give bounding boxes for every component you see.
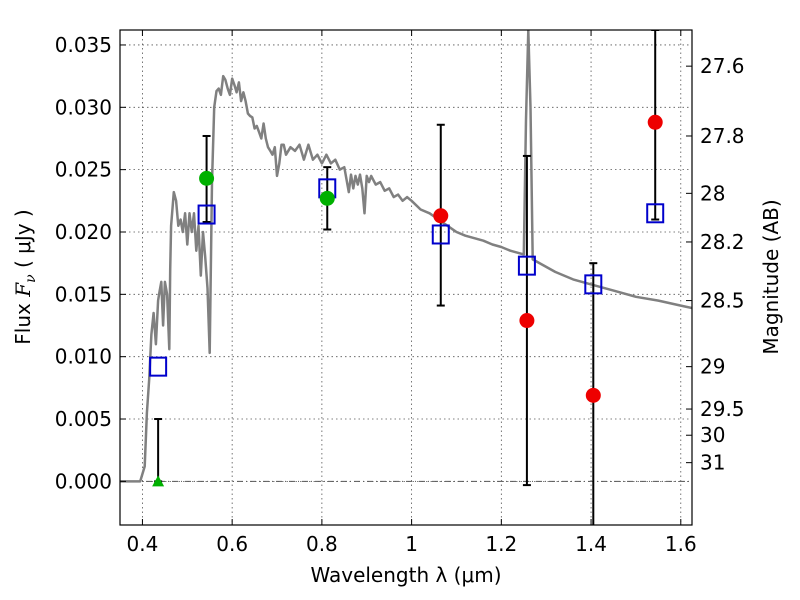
detection-point (199, 170, 215, 186)
y2-tick-label: 29.5 (700, 397, 745, 421)
y-axis-title-symbol: F (11, 282, 35, 298)
model-photometry-point (197, 204, 216, 225)
y-axis: 0.000 0.005 0.010 0.015 0.020 0.025 0.030 0.035 (55, 33, 126, 493)
y-tick-label: 0.025 (55, 158, 112, 182)
x-tick-label: 0.6 (216, 532, 248, 556)
y-axis-title-subscript: ν (23, 274, 39, 283)
measurement-point (585, 387, 601, 403)
model-photometry-point (431, 224, 450, 245)
model-photometry-point (517, 255, 536, 276)
y2-tick-label: 29 (700, 355, 725, 379)
y2-tick-label: 27.6 (700, 54, 745, 78)
y-tick-label: 0.005 (55, 407, 112, 431)
detection-point (319, 190, 335, 206)
upper-limit-point (152, 475, 165, 487)
x-tick-label: 1 (405, 532, 418, 556)
measurement-point (647, 114, 663, 130)
y-tick-label: 0.010 (55, 345, 112, 369)
y-axis-title-pre: Flux (11, 297, 35, 345)
y-tick-label: 0.030 (55, 95, 112, 119)
y2-tick-label: 28 (700, 181, 725, 205)
y2-tick-label: 28.2 (700, 230, 745, 254)
x-tick-label: 1.4 (575, 532, 607, 556)
measurement-point (433, 208, 449, 224)
y-axis-title: Flux Fν ( μJy ) (11, 209, 39, 344)
y-axis-title-post: ( μJy ) (11, 209, 35, 274)
x-tick-label: 1.6 (665, 532, 697, 556)
x-axis: 0.4 0.6 0.8 1 1.2 1.4 1.6 (127, 30, 697, 556)
x-tick-label: 0.4 (127, 532, 159, 556)
model-photometry-point (584, 274, 603, 295)
y-tick-label: 0.000 (55, 469, 112, 493)
x-tick-label: 0.8 (306, 532, 338, 556)
plot-frame (119, 29, 693, 526)
x-tick-label: 1.2 (485, 532, 517, 556)
plot-background (120, 30, 692, 525)
x-axis-title: Wavelength λ (μm) (310, 563, 501, 587)
y2-axis: 27.6 27.8 28 28.2 28.5 29 29.530 31 (686, 54, 745, 475)
y2-tick-label: 30 (700, 423, 725, 447)
y-tick-label: 0.035 (55, 33, 112, 57)
model-photometry-point (149, 356, 168, 377)
y2-tick-label: 28.5 (700, 289, 745, 313)
y2-tick-label: 27.8 (700, 124, 745, 148)
model-sed-line (120, 30, 692, 483)
model-sed (120, 30, 692, 483)
measurement-point (519, 313, 535, 329)
y-tick-label: 0.020 (55, 220, 112, 244)
model-photometry-point (646, 203, 665, 224)
markers (149, 114, 665, 487)
y2-tick-label: 31 (700, 451, 725, 475)
y-tick-label: 0.015 (55, 282, 112, 306)
y2-axis-title: Magnitude (AB) (759, 199, 783, 354)
